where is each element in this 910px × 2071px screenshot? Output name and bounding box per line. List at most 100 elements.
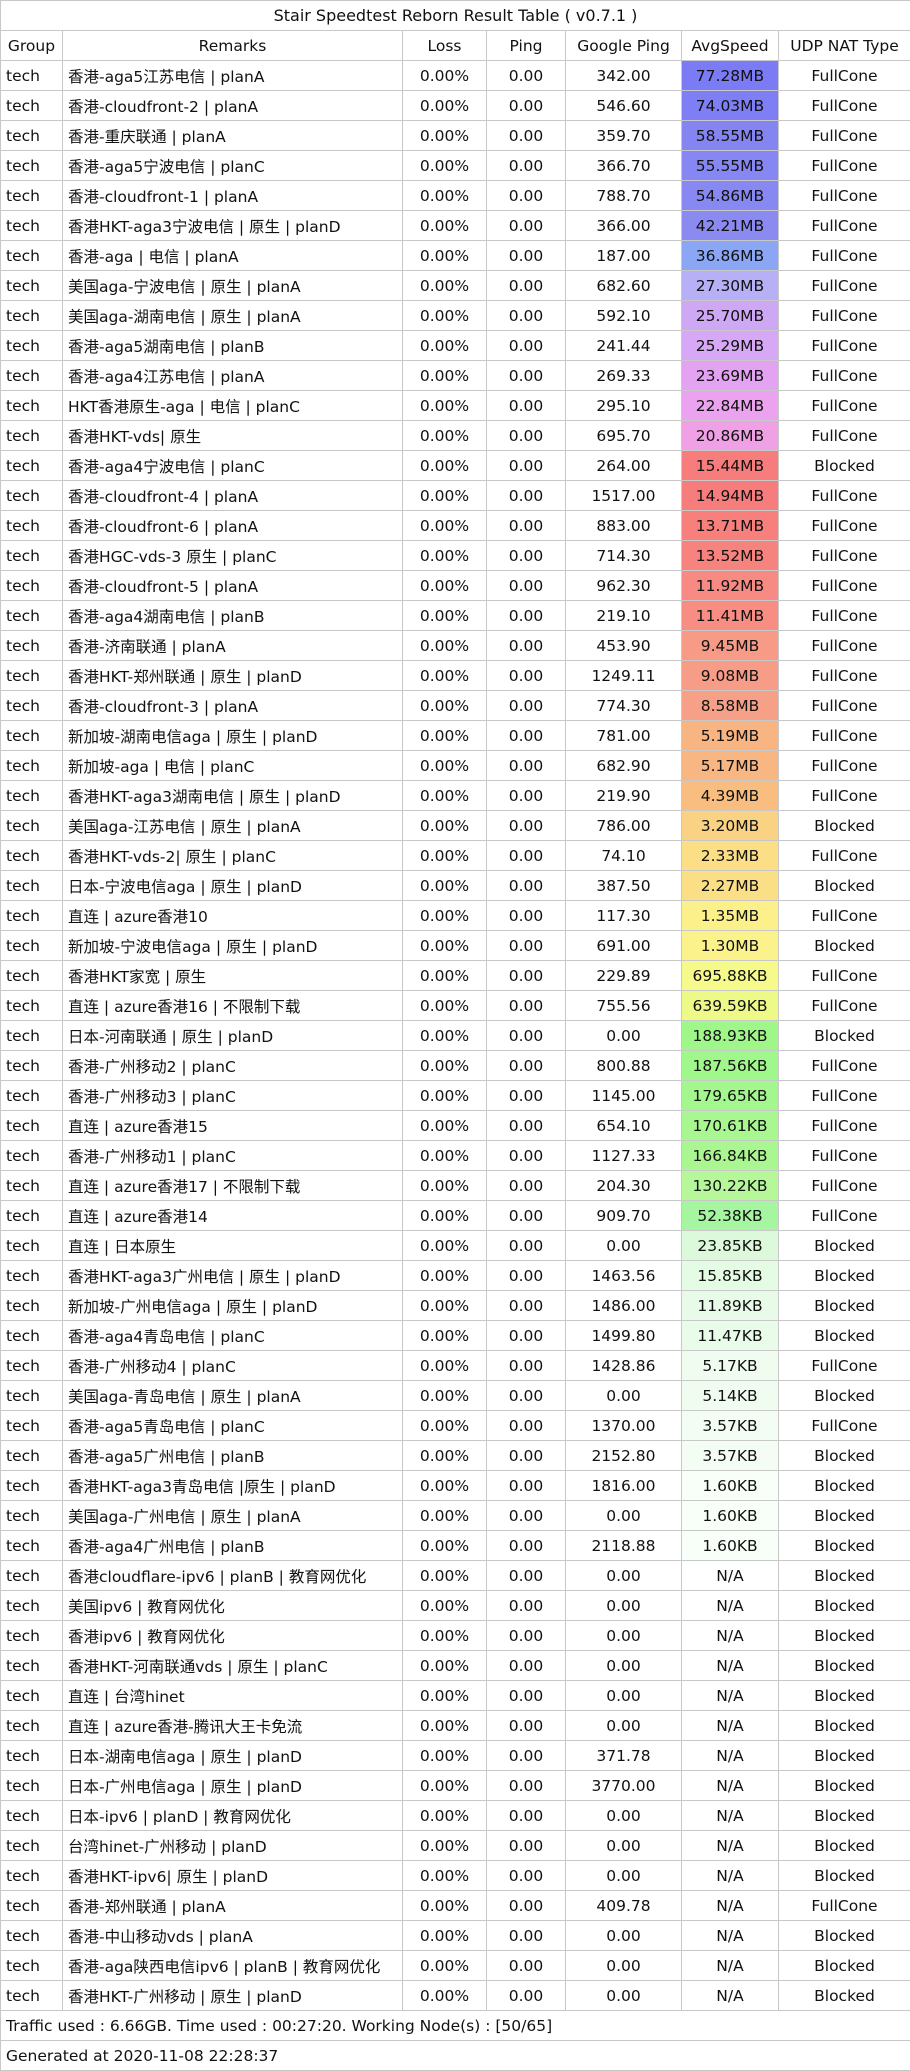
cell-ping: 0.00 — [487, 301, 566, 331]
cell-ping: 0.00 — [487, 1861, 566, 1891]
cell-google-ping: 695.70 — [566, 421, 682, 451]
cell-google-ping: 0.00 — [566, 1561, 682, 1591]
cell-google-ping: 2152.80 — [566, 1441, 682, 1471]
cell-ping: 0.00 — [487, 631, 566, 661]
cell-ping: 0.00 — [487, 91, 566, 121]
cell-group: tech — [1, 1771, 63, 1801]
cell-group: tech — [1, 301, 63, 331]
cell-remarks: 香港HKT-aga3青岛电信 |原生 | planD — [63, 1471, 403, 1501]
cell-loss: 0.00% — [403, 1801, 487, 1831]
cell-avg-speed: 55.55MB — [682, 151, 779, 181]
cell-loss: 0.00% — [403, 1411, 487, 1441]
cell-ping: 0.00 — [487, 691, 566, 721]
cell-google-ping: 883.00 — [566, 511, 682, 541]
cell-remarks: 香港HKT-vds| 原生 — [63, 421, 403, 451]
cell-group: tech — [1, 1081, 63, 1111]
cell-ping: 0.00 — [487, 1831, 566, 1861]
cell-ping: 0.00 — [487, 1771, 566, 1801]
cell-group: tech — [1, 151, 63, 181]
cell-remarks: 香港-aga陕西电信ipv6 | planB | 教育网优化 — [63, 1951, 403, 1981]
cell-avg-speed: 15.85KB — [682, 1261, 779, 1291]
cell-udp-nat-type: Blocked — [779, 1741, 910, 1771]
cell-remarks: 香港-aga4江苏电信 | planA — [63, 361, 403, 391]
cell-google-ping: 0.00 — [566, 1381, 682, 1411]
cell-google-ping: 774.30 — [566, 691, 682, 721]
cell-udp-nat-type: FullCone — [779, 151, 910, 181]
cell-remarks: 香港-广州移动1 | planC — [63, 1141, 403, 1171]
cell-avg-speed: 5.17MB — [682, 751, 779, 781]
cell-google-ping: 654.10 — [566, 1111, 682, 1141]
cell-group: tech — [1, 1981, 63, 2011]
cell-udp-nat-type: FullCone — [779, 661, 910, 691]
cell-google-ping: 241.44 — [566, 331, 682, 361]
cell-ping: 0.00 — [487, 1501, 566, 1531]
cell-ping: 0.00 — [487, 1441, 566, 1471]
cell-google-ping: 366.00 — [566, 211, 682, 241]
cell-avg-speed: N/A — [682, 1831, 779, 1861]
cell-remarks: 香港-广州移动3 | planC — [63, 1081, 403, 1111]
cell-group: tech — [1, 1561, 63, 1591]
cell-avg-speed: 22.84MB — [682, 391, 779, 421]
cell-udp-nat-type: FullCone — [779, 1081, 910, 1111]
cell-loss: 0.00% — [403, 1501, 487, 1531]
cell-google-ping: 0.00 — [566, 1711, 682, 1741]
cell-google-ping: 0.00 — [566, 1801, 682, 1831]
cell-group: tech — [1, 1021, 63, 1051]
cell-loss: 0.00% — [403, 1921, 487, 1951]
cell-loss: 0.00% — [403, 391, 487, 421]
cell-udp-nat-type: FullCone — [779, 721, 910, 751]
cell-loss: 0.00% — [403, 961, 487, 991]
cell-loss: 0.00% — [403, 871, 487, 901]
cell-udp-nat-type: FullCone — [779, 571, 910, 601]
cell-avg-speed: 179.65KB — [682, 1081, 779, 1111]
cell-udp-nat-type: Blocked — [779, 1561, 910, 1591]
cell-loss: 0.00% — [403, 1651, 487, 1681]
cell-group: tech — [1, 1591, 63, 1621]
cell-ping: 0.00 — [487, 601, 566, 631]
cell-group: tech — [1, 361, 63, 391]
cell-google-ping: 0.00 — [566, 1501, 682, 1531]
cell-loss: 0.00% — [403, 1561, 487, 1591]
cell-group: tech — [1, 181, 63, 211]
cell-ping: 0.00 — [487, 1411, 566, 1441]
cell-udp-nat-type: FullCone — [779, 1411, 910, 1441]
cell-udp-nat-type: Blocked — [779, 1291, 910, 1321]
cell-loss: 0.00% — [403, 991, 487, 1021]
cell-ping: 0.00 — [487, 121, 566, 151]
cell-udp-nat-type: FullCone — [779, 1111, 910, 1141]
cell-avg-speed: 54.86MB — [682, 181, 779, 211]
cell-ping: 0.00 — [487, 1921, 566, 1951]
cell-udp-nat-type: FullCone — [779, 241, 910, 271]
cell-loss: 0.00% — [403, 1981, 487, 2011]
cell-loss: 0.00% — [403, 1471, 487, 1501]
cell-loss: 0.00% — [403, 451, 487, 481]
cell-avg-speed: 9.08MB — [682, 661, 779, 691]
cell-avg-speed: 14.94MB — [682, 481, 779, 511]
cell-group: tech — [1, 391, 63, 421]
cell-remarks: 香港-aga | 电信 | planA — [63, 241, 403, 271]
cell-loss: 0.00% — [403, 1531, 487, 1561]
cell-avg-speed: 13.52MB — [682, 541, 779, 571]
cell-ping: 0.00 — [487, 181, 566, 211]
cell-loss: 0.00% — [403, 241, 487, 271]
cell-loss: 0.00% — [403, 1171, 487, 1201]
cell-google-ping: 546.60 — [566, 91, 682, 121]
cell-google-ping: 0.00 — [566, 1831, 682, 1861]
cell-avg-speed: 23.85KB — [682, 1231, 779, 1261]
cell-group: tech — [1, 571, 63, 601]
column-header-loss: Loss — [403, 31, 487, 61]
column-header-avg-speed: AvgSpeed — [682, 31, 779, 61]
cell-udp-nat-type: FullCone — [779, 691, 910, 721]
cell-udp-nat-type: Blocked — [779, 1861, 910, 1891]
cell-udp-nat-type: FullCone — [779, 331, 910, 361]
